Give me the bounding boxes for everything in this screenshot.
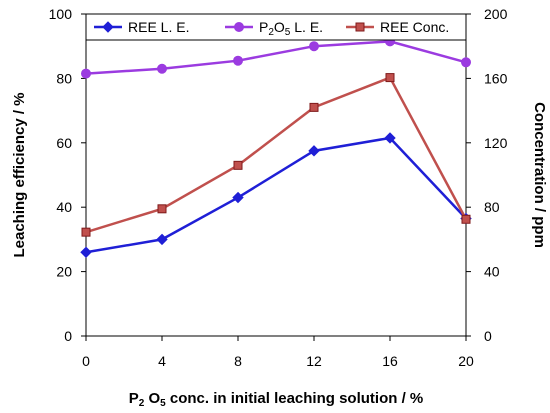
legend-label-part: O — [274, 19, 285, 35]
x-axis-title: P2 O5 conc. in initial leaching solution… — [129, 390, 424, 409]
legend-label: REE L. E. — [128, 19, 189, 35]
y2-tick-label: 200 — [484, 6, 508, 22]
series-layer — [80, 36, 472, 258]
legend: REE L. E. P2O5 L. E. REE Conc. — [85, 13, 467, 41]
y-tick-label: 40 — [56, 199, 72, 215]
legend-label: REE Conc. — [380, 19, 449, 35]
x-axis-title-sub5: 5 — [160, 398, 166, 409]
y-tick-label: 100 — [49, 6, 73, 22]
y2-axis-title: Concentration / ppm — [531, 102, 548, 248]
data-point — [80, 246, 92, 258]
series-line — [85, 40, 467, 75]
data-point — [81, 227, 91, 237]
data-point — [156, 233, 168, 246]
y-tick-label: 60 — [56, 135, 72, 151]
y2-axis-ticks: 0 40 80 120 160 200 — [466, 6, 508, 344]
data-point — [232, 191, 244, 204]
data-point — [461, 214, 471, 224]
legend-label-part: L. E. — [290, 19, 323, 35]
series-line — [85, 136, 467, 254]
x-axis-title-rest: conc. in initial leaching solution / % — [166, 390, 424, 407]
data-point — [355, 22, 365, 32]
series-line — [85, 76, 468, 234]
data-point — [102, 21, 114, 33]
data-point — [385, 73, 395, 83]
series-1 — [81, 36, 471, 79]
x-tick-label: 12 — [306, 353, 322, 369]
legend-box — [85, 13, 467, 41]
y2-tick-label: 80 — [484, 199, 500, 215]
x-tick-label: 4 — [158, 353, 166, 369]
data-point — [233, 160, 243, 170]
data-point — [234, 22, 244, 32]
data-point — [157, 204, 167, 214]
data-point — [384, 132, 396, 144]
data-point — [309, 41, 319, 52]
data-point — [461, 57, 471, 68]
y2-tick-label: 160 — [484, 70, 508, 86]
y2-tick-label: 0 — [484, 328, 492, 344]
data-point — [233, 55, 243, 66]
legend-item-0: REE L. E. — [94, 19, 189, 35]
data-point — [157, 63, 167, 74]
legend-item-2: REE Conc. — [346, 19, 449, 35]
x-axis-title-o: O — [144, 390, 160, 407]
series-2 — [81, 73, 471, 237]
x-axis-title-p: P — [129, 390, 139, 407]
legend-label-part: P — [259, 19, 268, 35]
legend-label-part: 5 — [285, 27, 291, 38]
y-tick-label: 0 — [64, 328, 72, 344]
x-axis-ticks: 0 4 8 12 16 20 — [82, 336, 474, 369]
series-0 — [80, 132, 472, 258]
y2-tick-label: 120 — [484, 135, 508, 151]
data-point — [309, 102, 319, 112]
legend-item-1: P2O5 L. E. — [225, 19, 323, 38]
x-axis-title-sub2: 2 — [139, 398, 145, 409]
data-point — [81, 68, 91, 79]
y2-tick-label: 40 — [484, 264, 500, 280]
y-axis-title: Leaching efficiency / % — [11, 92, 28, 257]
legend-label-part: 2 — [268, 27, 274, 38]
legend-label: P2O5 L. E. — [259, 19, 323, 38]
x-tick-label: 8 — [234, 353, 242, 369]
x-tick-label: 0 — [82, 353, 90, 369]
x-tick-label: 20 — [458, 353, 474, 369]
y-tick-label: 80 — [56, 70, 72, 86]
x-tick-label: 16 — [382, 353, 398, 369]
y-tick-label: 20 — [56, 264, 72, 280]
y-axis-ticks: 0 20 40 60 80 100 — [49, 6, 86, 344]
data-point — [308, 145, 320, 157]
